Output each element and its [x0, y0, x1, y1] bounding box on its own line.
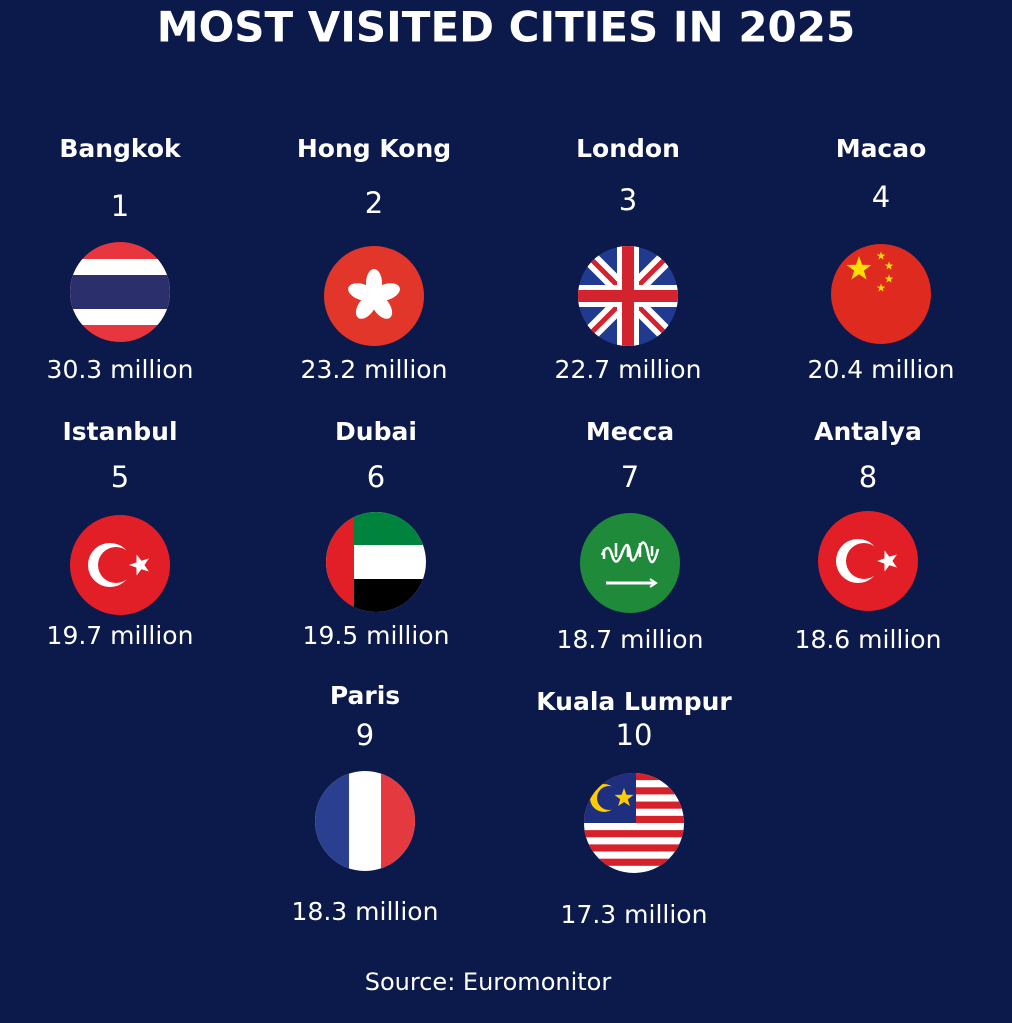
- flag-body: [326, 512, 426, 612]
- flag-body: [315, 771, 415, 871]
- city-rank: 9: [356, 718, 374, 752]
- city-rank: 8: [859, 460, 877, 494]
- flag: [584, 773, 684, 873]
- city-name: Hong Kong: [297, 134, 451, 163]
- flag-part: [884, 274, 894, 283]
- city-name: Paris: [330, 681, 400, 710]
- flag: [580, 513, 680, 613]
- flag-part: [877, 550, 897, 572]
- flag-part: [355, 294, 377, 319]
- flag-part: [876, 251, 886, 260]
- flag-part: [884, 261, 894, 270]
- city-name: Dubai: [335, 417, 417, 446]
- flag-part: [348, 283, 376, 301]
- city-rank: 1: [111, 189, 129, 223]
- source: Source: Euromonitor: [365, 968, 612, 996]
- city-name: Antalya: [814, 417, 922, 446]
- flag-part: [649, 578, 658, 588]
- flag-part: [98, 547, 134, 583]
- city-name: Kuala Lumpur: [536, 687, 732, 716]
- city-name: London: [576, 134, 680, 163]
- city-visitors: 17.3 million: [561, 900, 708, 929]
- flag: [315, 771, 415, 871]
- flag-part: [600, 541, 660, 564]
- flag-body: [831, 244, 931, 344]
- city-name: Istanbul: [62, 417, 177, 446]
- flag-part: [846, 256, 872, 280]
- flag-part: [846, 543, 882, 579]
- flag: [818, 511, 918, 611]
- flag: [324, 246, 424, 346]
- flag-part: [580, 513, 680, 613]
- city-rank: 4: [872, 180, 890, 214]
- flag-body: [70, 242, 170, 342]
- flag-part: [876, 283, 886, 292]
- flag-body: [580, 513, 680, 613]
- flag-part: [129, 554, 149, 576]
- city-visitors: 19.7 million: [47, 621, 194, 650]
- flag-part: [597, 786, 621, 810]
- city-name: Bangkok: [59, 134, 182, 163]
- flag-body: [818, 511, 918, 611]
- flag-part: [831, 244, 931, 344]
- city-rank: 2: [365, 186, 383, 220]
- flag-part: [70, 275, 170, 309]
- city-visitors: 18.3 million: [292, 897, 439, 926]
- flag-body: [584, 773, 684, 873]
- city-visitors: 30.3 million: [47, 355, 194, 384]
- flag: [70, 242, 170, 342]
- city-rank: 3: [619, 183, 637, 217]
- flag-part: [614, 788, 634, 807]
- city-rank: 5: [111, 460, 129, 494]
- flag: [70, 515, 170, 615]
- city-rank: 7: [621, 460, 639, 494]
- flag-body: [324, 246, 424, 346]
- flag: [831, 244, 931, 344]
- flag-body: [578, 246, 678, 346]
- city-visitors: 20.4 million: [808, 355, 955, 384]
- city-rank: 6: [367, 460, 385, 494]
- flag: [578, 246, 678, 346]
- flag-part: [584, 858, 684, 866]
- title: MOST VISITED CITIES IN 2025: [157, 3, 855, 52]
- city-name: Macao: [836, 134, 927, 163]
- flag-body: [70, 515, 170, 615]
- city-visitors: 18.7 million: [557, 625, 704, 654]
- flag: [326, 512, 426, 612]
- city-visitors: 19.5 million: [303, 621, 450, 650]
- flag-part: [578, 246, 678, 346]
- city-visitors: 18.6 million: [795, 625, 942, 654]
- city-visitors: 23.2 million: [301, 355, 448, 384]
- city-rank: 10: [616, 718, 653, 752]
- flag-part: [584, 844, 684, 852]
- city-name: Mecca: [586, 417, 674, 446]
- flag-part: [584, 830, 684, 838]
- city-visitors: 22.7 million: [555, 355, 702, 384]
